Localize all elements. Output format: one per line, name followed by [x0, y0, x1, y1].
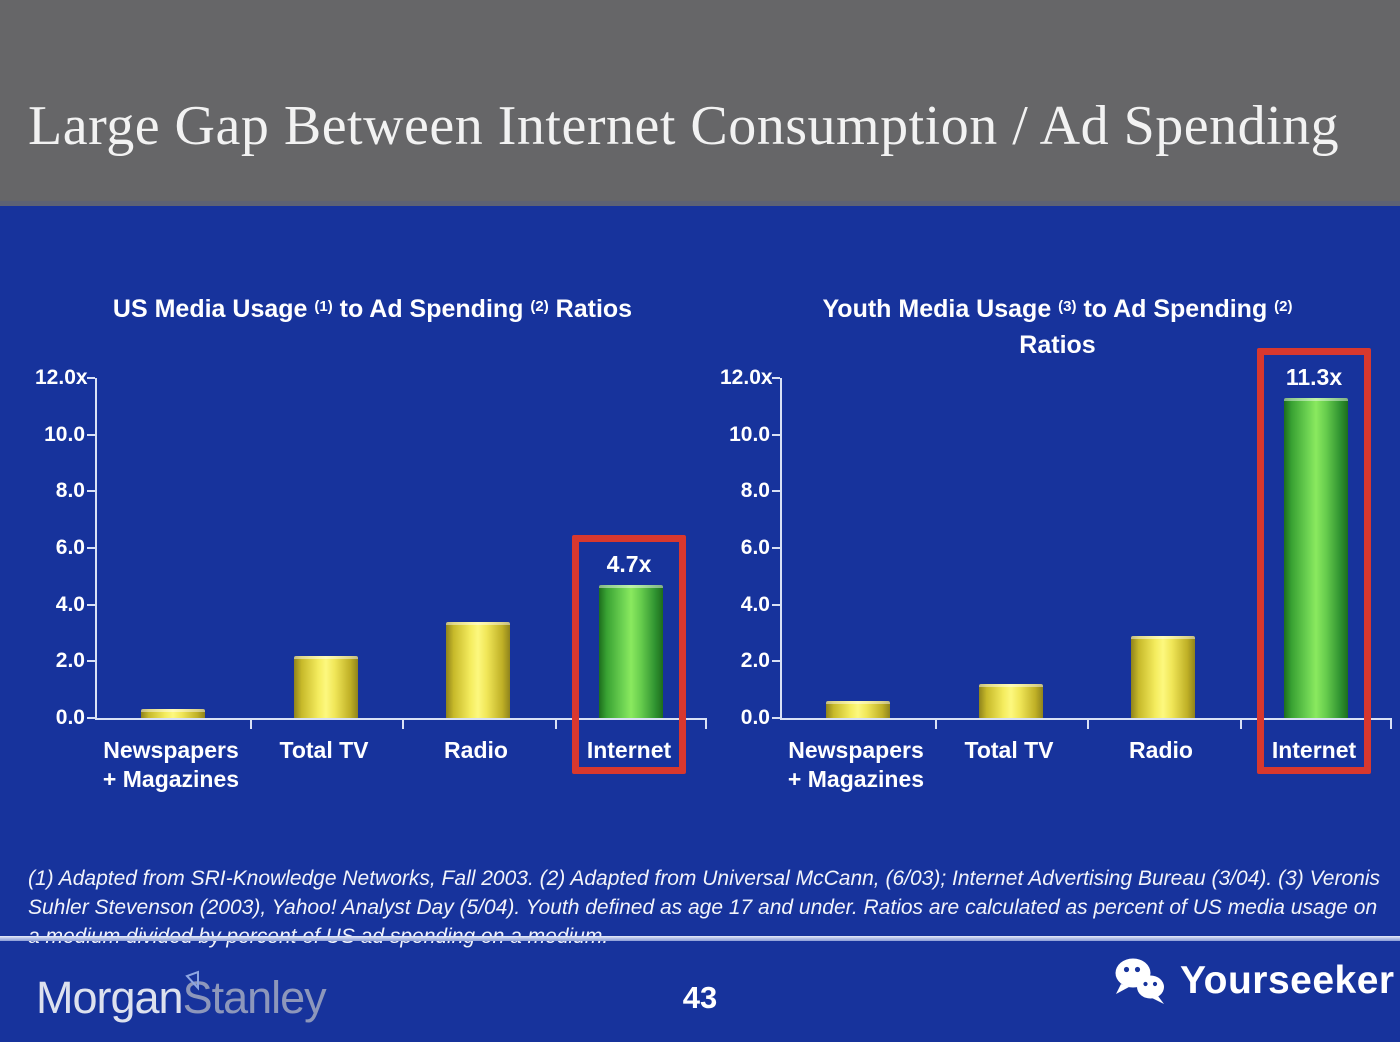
y-axis-tick-label: 6.0 — [55, 536, 85, 559]
chart-title: Youth Media Usage (3) to Ad Spending (2)… — [720, 289, 1395, 363]
yourseeker-label: Yourseeker — [1180, 959, 1395, 1002]
y-axis-tick — [87, 660, 95, 663]
y-axis-tick-label: 12.0x — [35, 366, 88, 389]
bar-radio — [446, 622, 510, 718]
footnote-marker: (3) — [1058, 298, 1077, 315]
y-axis-tick — [772, 603, 780, 606]
bar-radio — [1131, 636, 1195, 718]
morgan-stanley-logo: MorganStanley — [36, 970, 327, 1032]
chart-title-text: to Ad Spending — [332, 295, 531, 323]
chart-us-media-usage: US Media Usage (1) to Ad Spending (2) Ra… — [35, 258, 710, 820]
y-axis-tick-label: 2.0 — [740, 649, 770, 673]
x-axis-tick — [402, 718, 404, 729]
category-label-line: + Magazines — [102, 766, 240, 792]
morgan-stanley-logo-morgan: Morgan — [36, 972, 184, 1023]
category-label-line: + Magazines — [787, 766, 925, 792]
yourseeker-logo: Yourseeker — [1112, 956, 1395, 1006]
slide-header: Large Gap Between Internet Consumption /… — [0, 0, 1400, 206]
y-axis-tick — [87, 490, 95, 493]
highlight-box — [572, 535, 686, 774]
x-axis-tick — [554, 718, 557, 729]
x-axis-tick — [1087, 718, 1089, 729]
footnote-marker: (2) — [1274, 298, 1293, 315]
category-label-total-tv: Total TV — [244, 736, 404, 765]
y-axis-tick-label: 8.0 — [55, 479, 85, 503]
slide-title: Large Gap Between Internet Consumption /… — [28, 95, 1340, 157]
chart-youth-media-usage: Youth Media Usage (3) to Ad Spending (2)… — [720, 258, 1395, 820]
y-axis-tick — [772, 547, 780, 549]
bar-internet — [599, 585, 663, 718]
footnote-marker: (2) — [530, 298, 549, 315]
y-axis-tick — [772, 433, 780, 436]
footer-divider — [0, 936, 1400, 941]
bar-newspapers-magazines — [141, 709, 205, 718]
category-label-internet: Internet — [549, 736, 709, 765]
category-label-line: Radio — [444, 737, 508, 763]
category-label-line: Total TV — [279, 737, 369, 763]
y-axis-tick — [87, 603, 95, 606]
bar-newspapers-magazines — [826, 701, 890, 718]
x-axis-tick — [705, 718, 707, 729]
bar-total-tv — [979, 684, 1043, 718]
bar-value-label: 4.7x — [606, 551, 652, 577]
chart-title-line: Youth Media Usage (3) to Ad Spending (2) — [720, 289, 1395, 327]
y-axis-tick — [772, 377, 780, 379]
category-label-line: Internet — [586, 737, 672, 763]
morgan-stanley-triangle-icon — [185, 970, 199, 991]
chart-title-text: Youth Media Usage — [822, 295, 1059, 323]
y-axis-tick — [772, 660, 780, 663]
y-axis-tick — [87, 717, 95, 719]
x-axis-tick — [249, 718, 252, 729]
x-axis-tick — [1390, 718, 1392, 729]
chart-title-text: US Media Usage — [112, 295, 315, 323]
category-label-line: Total TV — [964, 737, 1054, 763]
bar-total-tv — [294, 656, 358, 718]
category-label-line: Newspapers — [788, 737, 924, 763]
category-label-total-tv: Total TV — [929, 736, 1089, 765]
category-label-newspapers-magazines: Newspapers + Magazines — [776, 736, 936, 794]
bar-value-label: 11.3x — [1285, 364, 1343, 390]
y-axis-tick-label: 0.0 — [55, 706, 85, 729]
category-label-line: Radio — [1129, 737, 1193, 763]
y-axis-tick — [87, 377, 95, 379]
wechat-icon — [1115, 958, 1164, 1004]
y-axis-tick-label: 10.0 — [729, 422, 770, 446]
morgan-stanley-logo-stanley: Stanley — [182, 972, 327, 1023]
chart-title-line: US Media Usage (1) to Ad Spending (2) Ra… — [35, 289, 710, 327]
category-label-line: Newspapers — [103, 737, 239, 763]
chart-title-text: Ratios — [548, 295, 633, 323]
category-label-line: Internet — [1271, 737, 1357, 763]
category-label-radio: Radio — [1081, 736, 1241, 765]
category-label-radio: Radio — [396, 736, 556, 765]
category-label-internet: Internet — [1234, 736, 1394, 765]
y-axis-tick-label: 8.0 — [740, 479, 770, 503]
chart-title-text: to Ad Spending — [1076, 295, 1275, 323]
plot-area — [780, 378, 1392, 729]
y-axis-tick-label: 6.0 — [740, 536, 770, 559]
x-axis-tick — [1239, 718, 1242, 729]
y-axis-tick — [87, 433, 95, 436]
y-axis-tick — [87, 547, 95, 549]
chart-title: US Media Usage (1) to Ad Spending (2) Ra… — [35, 289, 710, 327]
bar-internet — [1284, 398, 1348, 718]
y-axis-tick — [772, 717, 780, 719]
y-axis-tick — [772, 490, 780, 493]
y-axis-tick-label: 12.0x — [720, 366, 773, 389]
y-axis-tick-label: 0.0 — [740, 706, 770, 729]
footnote: (1) Adapted from SRI-Knowledge Networks,… — [28, 867, 1380, 948]
category-label-newspapers-magazines: Newspapers + Magazines — [91, 736, 251, 794]
highlight-box — [1257, 348, 1371, 774]
chart-title-text: Ratios — [1019, 331, 1096, 359]
y-axis-tick-label: 4.0 — [55, 592, 85, 616]
page-number: 43 — [682, 980, 718, 1015]
y-axis-tick-label: 10.0 — [44, 422, 85, 446]
chart-title-line: Ratios — [720, 327, 1395, 363]
y-axis-tick-label: 2.0 — [55, 649, 85, 673]
footnote-marker: (1) — [314, 298, 333, 315]
y-axis-tick-label: 4.0 — [740, 592, 770, 616]
plot-area — [95, 378, 707, 729]
x-axis-tick — [934, 718, 937, 729]
